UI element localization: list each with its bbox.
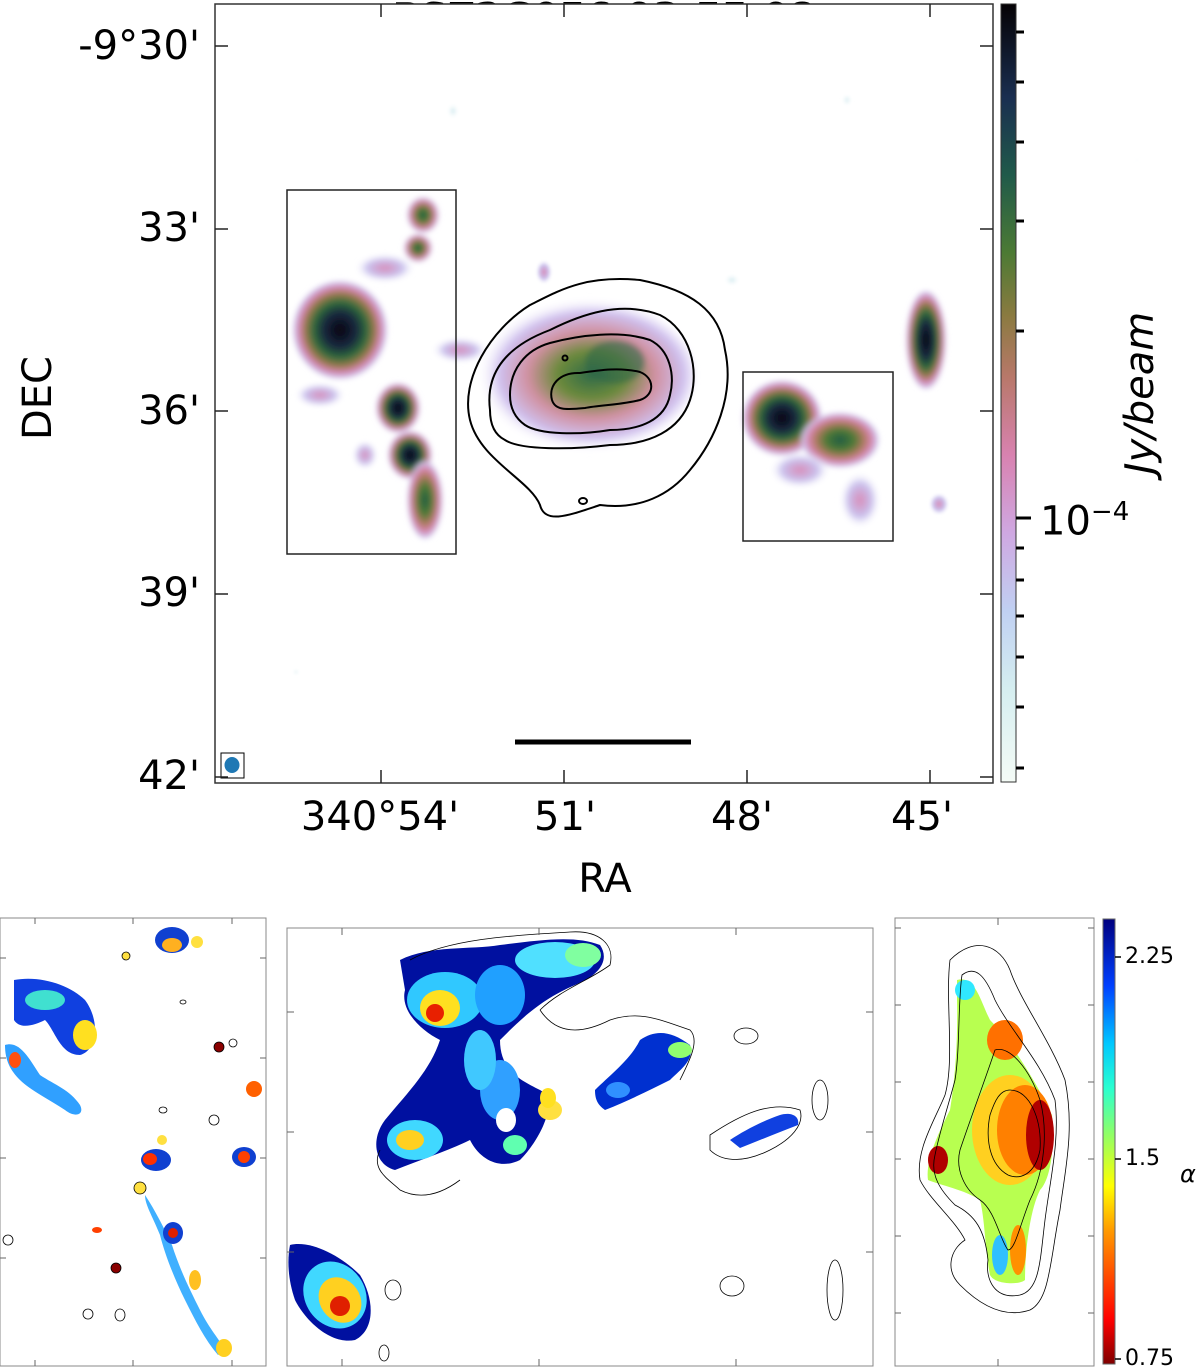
cluster-core-emission: [465, 297, 695, 453]
spix-tick-label: 2.25: [1125, 944, 1174, 969]
spix-middle-ticks: [287, 928, 873, 1366]
spix-colorbar-label: α: [1180, 1160, 1196, 1188]
beam-box: [220, 752, 245, 779]
spix-right-ticks: [895, 918, 1094, 1366]
spix-middle-contours: [377, 931, 844, 1362]
faint-emission: [293, 94, 1138, 675]
spix-left-contours: [2, 999, 238, 1322]
y-tick-label: 39': [138, 570, 200, 616]
spix-colorbar: [1102, 918, 1116, 1365]
x-tick-label: 51': [534, 794, 596, 840]
region-c-emission: [742, 290, 946, 528]
spix-left-map: [5, 927, 262, 1357]
x-tick-label: 340°54': [300, 794, 460, 840]
main-colorbar: [1000, 3, 1017, 783]
y-tick-label: 33': [138, 205, 200, 251]
spix-left-ticks: [0, 918, 266, 1366]
region-b-emission: [292, 197, 488, 540]
y-tick-label: 42': [138, 753, 200, 799]
y-tick-label: -9°30': [78, 23, 200, 69]
spix-right-contours: [918, 945, 1070, 1314]
xray-contours: [467, 278, 729, 518]
spix-tick-label: 1.5: [1125, 1146, 1160, 1171]
region-b-box: [286, 189, 457, 555]
spix-tick-label: 0.75: [1125, 1346, 1174, 1371]
x-tick-label: 45': [891, 794, 953, 840]
spix-right-map: [927, 979, 1054, 1284]
x-tick-label: 48': [711, 794, 773, 840]
spix-panel-middle: [286, 927, 874, 1367]
main-colorbar-ticks: [1016, 30, 1031, 770]
region-c-box: [742, 371, 894, 542]
spix-middle-map: [288, 939, 799, 1341]
colorbar-tick-label: 10−4: [1040, 497, 1130, 545]
x-axis-label: RA: [578, 856, 632, 902]
beam-ellipse: [224, 757, 240, 773]
y-tick-label: 36': [138, 388, 200, 434]
spix-colorbar-ticks: [1115, 956, 1121, 1360]
main-axis-ticks: [215, 4, 993, 783]
